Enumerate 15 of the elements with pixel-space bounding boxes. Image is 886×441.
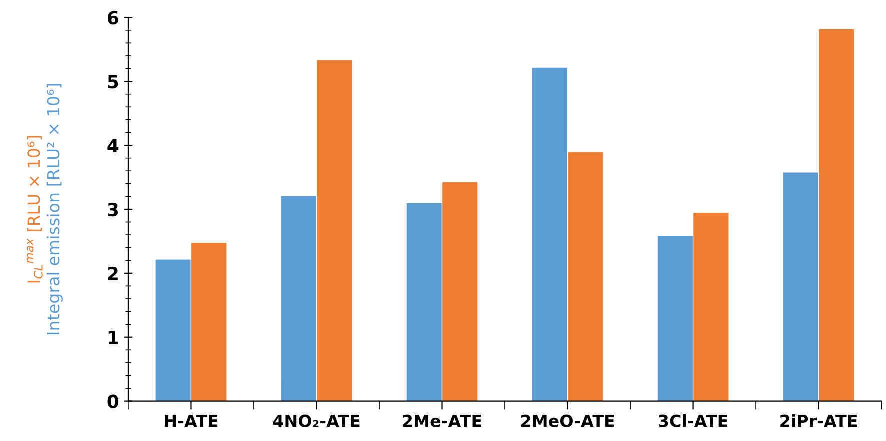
x-tick-label: H-ATE bbox=[165, 415, 218, 428]
text: I$_{CL}$$^{max}$ [RLU × 10⁶] bbox=[27, 136, 43, 283]
x-tick-label: 3Cl-ATE bbox=[659, 414, 728, 428]
y-tick-label: 3 bbox=[108, 202, 118, 217]
y-tick-label: 4 bbox=[108, 139, 119, 152]
x-tick-label: 2Me-ATE bbox=[403, 414, 482, 428]
text: Integral emission [RLU² × 10⁶] bbox=[46, 84, 63, 335]
y-tick-label: 1 bbox=[108, 331, 118, 344]
y-tick-label: 5 bbox=[108, 75, 118, 89]
x-tick-label: 4NO₂-ATE bbox=[273, 414, 360, 428]
y-tick-label: 6 bbox=[108, 11, 118, 25]
y-tick-label: 2 bbox=[108, 266, 118, 280]
x-tick-label: 2iPr-ATE bbox=[780, 414, 858, 428]
x-tick-label: 2MeO-ATE bbox=[521, 414, 614, 428]
y-tick-label: 0 bbox=[108, 394, 119, 408]
